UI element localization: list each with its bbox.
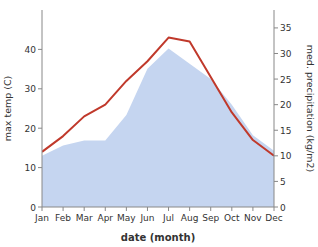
x-tick-label: Mar [76, 213, 93, 223]
y2tick-tick-label: 5 [280, 177, 286, 187]
y-axis-title: max temp (C) [2, 76, 13, 142]
y2tick-tick-label: 10 [280, 151, 292, 161]
y2tick-tick [274, 27, 278, 28]
chart: JanFebMarAprMayJunJulAugSepOctNovDec0102… [0, 0, 318, 247]
x-tick [84, 207, 85, 211]
chart-container: JanFebMarAprMayJunJulAugSepOctNovDec0102… [0, 0, 318, 247]
y2tick-tick [274, 53, 278, 54]
x-tick-label: Oct [224, 213, 240, 223]
x-tick-label: Jun [139, 213, 154, 223]
x-tick-label: Apr [97, 213, 113, 223]
ytick-tick-label: 0 [30, 203, 36, 213]
ytick-tick-label: 30 [25, 84, 37, 94]
ytick-tick-label: 40 [25, 45, 37, 55]
y2tick-tick-label: 0 [280, 203, 286, 213]
x-tick [126, 207, 127, 211]
ytick-tick-label: 10 [25, 163, 37, 173]
x-tick-label: May [117, 213, 136, 223]
y2tick-tick [274, 104, 278, 105]
axes: JanFebMarAprMayJunJulAugSepOctNovDec0102… [25, 10, 292, 223]
ytick-tick [38, 49, 42, 50]
x-tick [189, 207, 190, 211]
y2tick-tick-label: 30 [280, 49, 292, 59]
x-axis-title: date (month) [121, 232, 195, 243]
page: {"chart_data": {"type": "line", "categor… [0, 0, 318, 247]
x-tick [168, 207, 169, 211]
x-axis-line [42, 207, 274, 208]
y2tick-tick [274, 155, 278, 156]
area [42, 48, 274, 207]
ytick-tick-label: 20 [25, 124, 37, 134]
ytick-tick [38, 167, 42, 168]
y2tick-tick-label: 20 [280, 100, 292, 110]
x-tick-label: Dec [265, 213, 282, 223]
y2tick-tick [274, 207, 278, 208]
x-tick-label: Jan [34, 213, 49, 223]
plot-area [42, 38, 274, 207]
x-tick [252, 207, 253, 211]
ytick-tick [38, 207, 42, 208]
y2tick-tick-label: 25 [280, 75, 291, 85]
y2tick-tick [274, 181, 278, 182]
x-tick [63, 207, 64, 211]
y-axis-line [42, 10, 43, 207]
x-tick-label: Nov [244, 213, 262, 223]
x-tick [105, 207, 106, 211]
x-tick-label: Feb [55, 213, 71, 223]
y2tick-tick [274, 130, 278, 131]
x-tick [147, 207, 148, 211]
y2-axis-line [274, 10, 275, 207]
line [42, 38, 274, 156]
x-tick [210, 207, 211, 211]
x-tick-label: Aug [181, 213, 199, 223]
ytick-tick [38, 128, 42, 129]
x-tick [274, 207, 275, 211]
y2-axis-title: med. precipitation (kg/m2) [305, 45, 316, 172]
y2tick-tick-label: 35 [280, 23, 291, 33]
x-tick [42, 207, 43, 211]
y2tick-tick-label: 15 [280, 126, 291, 136]
x-tick-label: Sep [202, 213, 219, 223]
ytick-tick [38, 88, 42, 89]
x-tick-label: Jul [162, 213, 174, 223]
x-tick [231, 207, 232, 211]
y2tick-tick [274, 79, 278, 80]
